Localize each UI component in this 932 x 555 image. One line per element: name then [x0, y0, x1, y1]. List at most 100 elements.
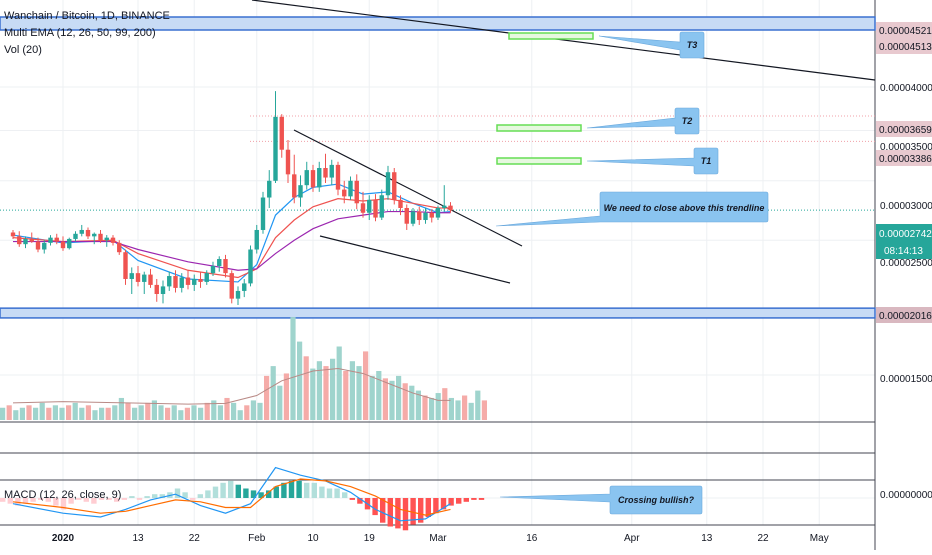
wedge-lower-trendline[interactable]: [319, 235, 511, 284]
bar-countdown: 08:14:13: [884, 246, 923, 257]
candle: [229, 270, 234, 304]
volume-bar: [118, 397, 124, 420]
macd-hist-bar: [311, 482, 317, 498]
price-badge-text: 0.00004513: [879, 42, 932, 53]
volume-bar: [290, 317, 296, 420]
price-badge-text: 0.00003659: [879, 125, 932, 136]
candle: [173, 270, 178, 293]
callout-trendline[interactable]: We need to close above this trendline: [495, 191, 769, 227]
candle: [17, 231, 22, 247]
macd-hist-bar: [53, 498, 59, 506]
candle-body: [17, 236, 22, 245]
candle-body: [79, 229, 84, 234]
volume-bar: [125, 402, 131, 420]
long-downtrend-line[interactable]: [251, 0, 876, 81]
candle-body: [204, 273, 209, 282]
candle-body: [135, 273, 141, 282]
ema-legend[interactable]: Multi EMA (12, 26, 50, 99, 200): [4, 27, 156, 39]
candle: [417, 206, 422, 225]
macd-hist-bar: [380, 498, 386, 523]
volume-bar: [79, 407, 85, 420]
volume-bar: [435, 393, 441, 420]
price-badge[interactable]: 0.00004513: [876, 38, 932, 54]
target-t1[interactable]: T1: [496, 147, 719, 175]
wedge-upper-trendline[interactable]: [293, 129, 523, 247]
price-badge[interactable]: 0.00003659: [876, 121, 932, 137]
macd-axis-label: 0.00000000: [880, 490, 932, 501]
candle-body: [85, 229, 91, 237]
volume-bar: [422, 395, 428, 420]
macd-hist-bar: [174, 488, 181, 498]
price-badge-text: 0.00003386: [879, 154, 932, 165]
candle-body: [242, 283, 247, 291]
candle-body: [279, 116, 284, 150]
target-t2[interactable]: T2: [496, 107, 700, 135]
macd-hist-bar: [7, 498, 13, 504]
candle-body: [392, 172, 397, 200]
targets: T3 T2 T1: [496, 31, 719, 175]
price-badge-bg: [876, 150, 932, 166]
candle-body: [54, 237, 59, 242]
callout-macd[interactable]: Crossing bullish?: [499, 485, 703, 515]
volume-bar: [283, 373, 289, 420]
volume-bar: [369, 375, 375, 420]
macd-hist-bar: [296, 480, 302, 498]
price-badge[interactable]: 0.00004521: [876, 22, 932, 38]
candle: [317, 161, 322, 192]
macd-hist-bar: [273, 486, 279, 498]
volume-bars: [0, 317, 487, 420]
price-badge-text: 0.00002016: [879, 311, 932, 322]
candle: [73, 231, 78, 242]
volume-bar: [99, 407, 105, 420]
candle: [142, 271, 147, 295]
volume-bar: [442, 388, 448, 420]
volume-bar: [46, 407, 52, 420]
candle: [117, 240, 122, 255]
candle-body: [260, 197, 266, 230]
volume-bar: [257, 402, 263, 420]
candle-body: [123, 252, 128, 279]
macd-legend[interactable]: MACD (12, 26, close, 9): [4, 489, 122, 501]
volume-bar: [132, 407, 138, 420]
candle-body: [60, 241, 66, 249]
time-tick-label: 13: [132, 533, 144, 544]
candle: [448, 202, 453, 213]
candle: [48, 235, 53, 246]
price-badge-bg: [876, 121, 932, 137]
macd-hist-bar: [471, 498, 477, 500]
candle: [235, 286, 241, 305]
current-price-badge[interactable]: 0.00002742 08:14:13: [876, 224, 932, 259]
macd-hist-bar: [76, 498, 82, 500]
macd-hist-bar: [197, 494, 203, 498]
support-zone[interactable]: [0, 307, 876, 319]
candle-body: [285, 149, 291, 175]
volume-bar: [455, 400, 461, 420]
price-badge[interactable]: 0.00003386: [876, 150, 932, 166]
macd-hist-bar: [220, 482, 226, 498]
volume-bar: [448, 397, 454, 420]
candle-body: [292, 174, 297, 198]
volume-bar: [92, 410, 98, 420]
candle-body: [348, 180, 353, 197]
candle-body: [235, 290, 241, 299]
macd-hist-bar: [250, 490, 257, 498]
volume-bar: [343, 371, 349, 420]
time-tick-label: 19: [364, 533, 376, 544]
volume-bar: [85, 405, 91, 420]
price-tick-label: 0.00004000: [880, 83, 932, 94]
target-label: T3: [687, 40, 698, 50]
candle: [323, 153, 328, 183]
candle-body: [248, 249, 253, 284]
candle: [98, 229, 103, 243]
candle-body: [385, 172, 391, 196]
price-axis: 0.00004000 0.00003500 0.00003000 0.00002500…: [876, 22, 932, 501]
volume-legend[interactable]: Vol (20): [4, 44, 42, 56]
candle: [135, 266, 141, 287]
price-badge[interactable]: 0.00002016: [876, 307, 932, 323]
candle-body: [229, 273, 234, 299]
macd-hist-bar: [83, 498, 89, 502]
candle: [335, 161, 341, 196]
target-t3[interactable]: T3: [508, 31, 705, 59]
